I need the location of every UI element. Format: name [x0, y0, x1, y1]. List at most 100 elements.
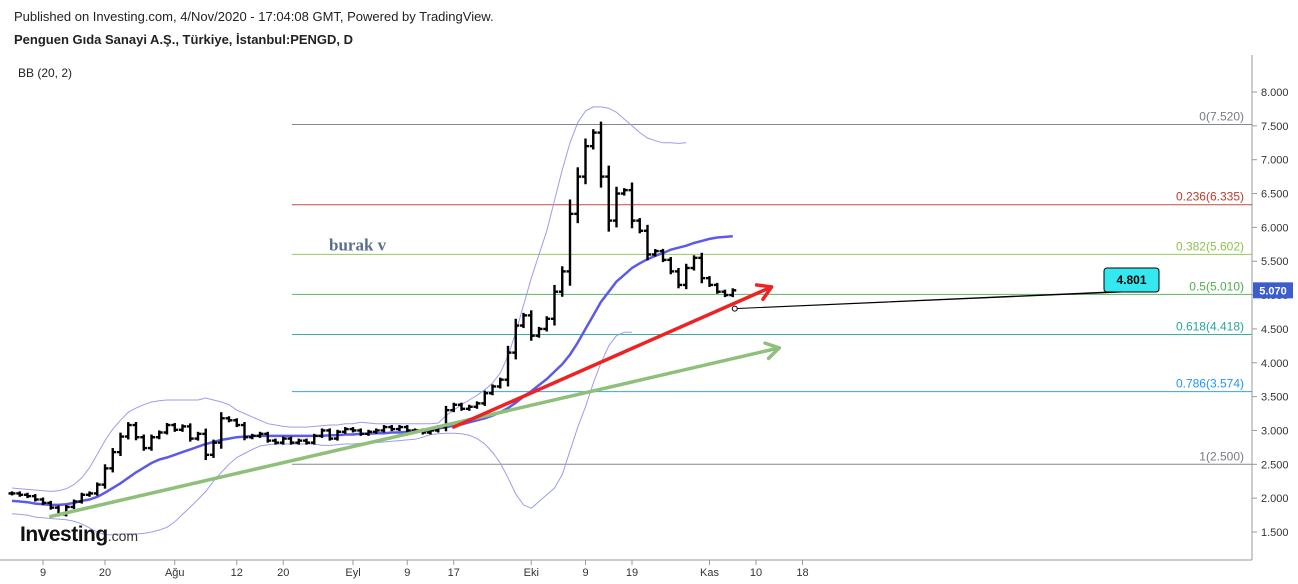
- y-tick-label: 3.000: [1261, 425, 1289, 437]
- price-bar: [47, 500, 55, 510]
- price-bar: [636, 218, 644, 234]
- last-price-tag: [1253, 282, 1293, 299]
- price-bar: [675, 268, 682, 289]
- price-bar: [605, 165, 613, 232]
- price-bar: [465, 404, 473, 411]
- price-bar: [357, 428, 365, 436]
- price-bar: [620, 188, 628, 196]
- price-bar: [489, 384, 496, 396]
- price-bar: [217, 412, 225, 449]
- price-bar: [496, 377, 504, 389]
- price-bar: [186, 423, 194, 442]
- price-bar: [729, 288, 737, 298]
- price-bar: [396, 425, 403, 432]
- price-bar: [16, 491, 24, 497]
- x-tick-label: Eyl: [345, 567, 360, 579]
- x-tick-label: Kas: [700, 567, 719, 579]
- y-tick-label: 6.500: [1261, 189, 1289, 201]
- x-tick-label: 20: [99, 567, 111, 579]
- price-bar: [558, 266, 566, 297]
- y-tick-label: 6.000: [1261, 222, 1289, 234]
- price-bar: [31, 494, 39, 502]
- price-bar: [210, 439, 217, 458]
- price-bar: [566, 199, 574, 286]
- price-bar: [365, 429, 372, 436]
- fib-level-label: 0(7.520): [1199, 109, 1244, 123]
- price-bar: [155, 430, 163, 440]
- price-bar: [582, 138, 589, 185]
- price-bar: [574, 167, 582, 224]
- price-bar: [171, 423, 179, 432]
- symbol-title: Penguen Gıda Sanayi A.Ş., Türkiye, İstan…: [14, 32, 354, 47]
- price-bar: [78, 492, 86, 504]
- callout-box: [1103, 267, 1160, 293]
- price-bar: [589, 129, 597, 150]
- x-tick-label: 18: [796, 567, 808, 579]
- indicator-label: BB (20, 2): [18, 66, 73, 80]
- x-tick-label: 9: [40, 567, 46, 579]
- x-tick-label: 17: [448, 567, 460, 579]
- trendline-arrowhead: [763, 341, 781, 361]
- price-bar: [295, 438, 303, 445]
- price-bar: [473, 401, 481, 409]
- price-bar: [272, 438, 279, 445]
- price-bar: [388, 425, 396, 432]
- price-bar: [682, 263, 690, 290]
- price-bar: [659, 248, 667, 263]
- trendline: [452, 285, 774, 429]
- price-bar: [349, 427, 357, 433]
- price-bar: [450, 402, 458, 413]
- price-bar: [256, 431, 264, 438]
- price-bar: [520, 312, 527, 329]
- price-bar: [202, 428, 210, 461]
- y-tick-label: 7.500: [1261, 121, 1289, 133]
- price-bar: [124, 422, 132, 440]
- price-bar: [303, 438, 310, 445]
- x-tick-label: 9: [404, 567, 410, 579]
- price-bar: [667, 257, 675, 275]
- y-tick-label: 7.000: [1261, 155, 1289, 167]
- x-tick-label: 20: [277, 567, 289, 579]
- fib-level-label: 1(2.500): [1199, 449, 1244, 463]
- price-bar: [318, 428, 326, 438]
- price-bar: [512, 318, 520, 360]
- fib-level-label: 0.5(5.010): [1189, 279, 1244, 293]
- price-bar: [458, 402, 465, 411]
- price-bar: [380, 425, 388, 433]
- price-bar: [644, 224, 651, 261]
- price-bar: [403, 425, 411, 433]
- x-tick-label: 12: [231, 567, 243, 579]
- price-bar: [287, 436, 295, 445]
- x-tick-label: 10: [750, 567, 762, 579]
- price-bar: [8, 491, 16, 496]
- last-price-label: 5.070: [1259, 285, 1287, 297]
- price-bar: [117, 432, 124, 457]
- price-bar: [713, 282, 721, 294]
- price-bar: [264, 431, 272, 443]
- bb-lower-band: [11, 331, 632, 536]
- fib-level-label: 0.236(6.335): [1176, 190, 1244, 204]
- price-bar: [613, 186, 620, 228]
- price-bar: [241, 422, 248, 441]
- price-bar: [721, 289, 729, 298]
- y-tick-label: 4.000: [1261, 358, 1289, 370]
- price-bar: [527, 310, 535, 341]
- price-bar: [326, 428, 334, 441]
- price-bar: [310, 433, 318, 445]
- annotations: burak v 4.801 5.070: [49, 235, 1293, 519]
- fibonacci-levels: 0(7.520) 0.236(6.335) 0.382(5.602) 0.5(5.01…: [292, 109, 1252, 465]
- y-tick-label: 4.500: [1261, 324, 1289, 336]
- price-bar: [93, 482, 101, 496]
- price-bar: [132, 422, 140, 441]
- price-bar: [279, 436, 287, 445]
- price-bar: [543, 316, 551, 332]
- price-bar: [597, 121, 605, 188]
- plot-area: [8, 106, 737, 536]
- price-bar: [194, 431, 202, 441]
- price-bar: [334, 429, 341, 441]
- y-tick-label: 3.500: [1261, 392, 1289, 404]
- price-bar: [690, 255, 698, 271]
- price-bar: [535, 326, 543, 338]
- fib-level-label: 0.786(3.574): [1176, 377, 1244, 391]
